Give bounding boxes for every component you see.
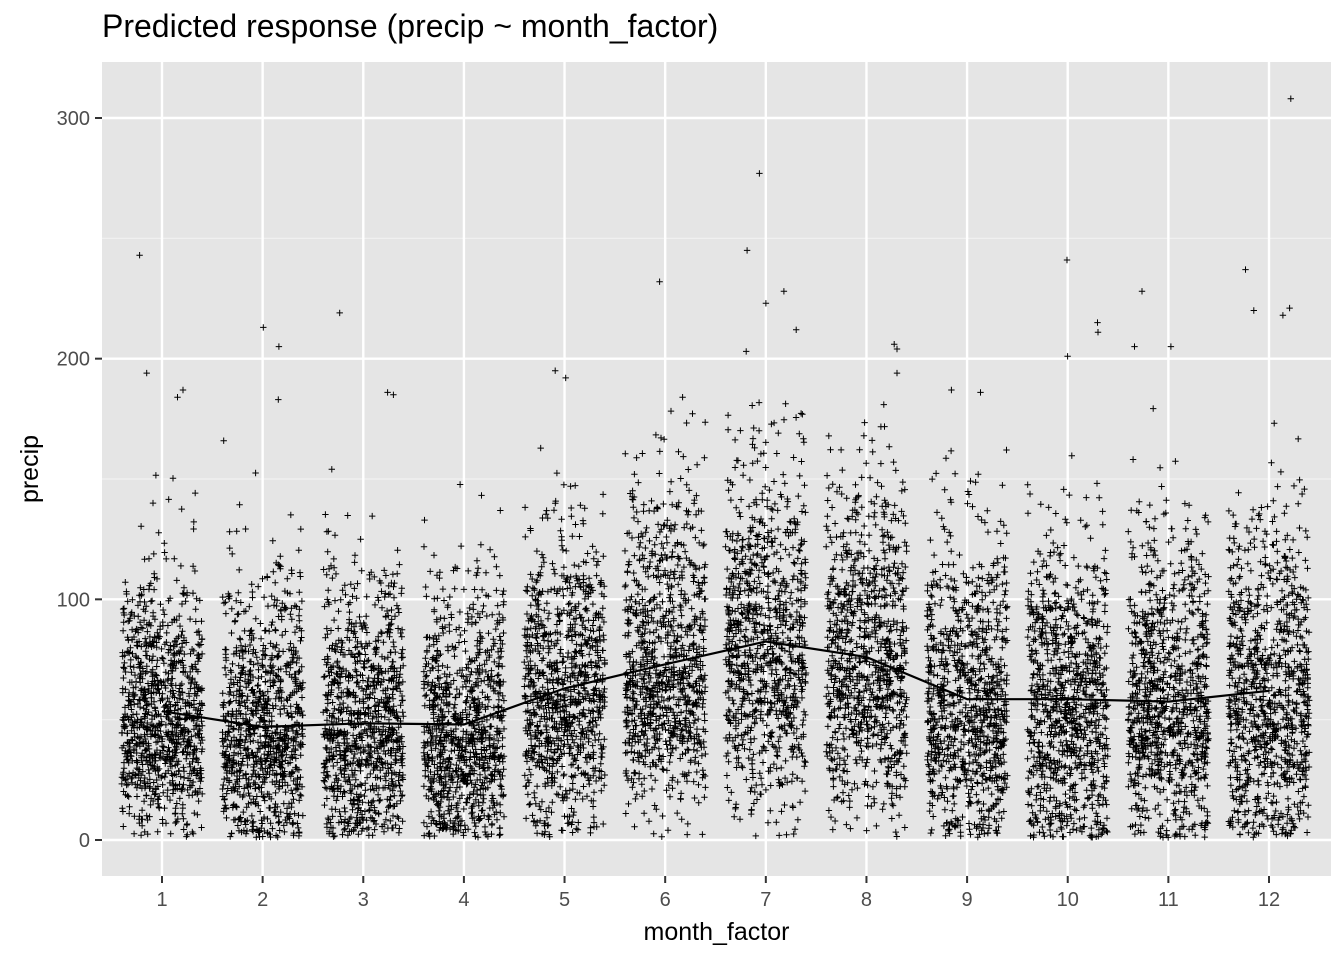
month-points-11 bbox=[1124, 405, 1212, 841]
month-points-6 bbox=[621, 407, 709, 840]
outlier-point bbox=[390, 391, 397, 398]
month-points-1 bbox=[118, 472, 206, 840]
outlier-point bbox=[743, 247, 751, 254]
outlier-point bbox=[893, 345, 901, 353]
outlier-point bbox=[260, 324, 267, 331]
outlier-point bbox=[336, 309, 343, 317]
x-tick-label-7: 7 bbox=[760, 889, 771, 911]
plot-panel bbox=[102, 62, 1331, 876]
outlier-point bbox=[679, 394, 686, 401]
outlier-point bbox=[891, 341, 898, 348]
x-tick-label-9: 9 bbox=[962, 889, 973, 911]
x-tick-label-10: 10 bbox=[1057, 889, 1079, 911]
outlier-point bbox=[1094, 329, 1102, 336]
outlier-point bbox=[275, 396, 282, 403]
outlier-point bbox=[275, 343, 283, 350]
y-axis-title: precip bbox=[16, 435, 44, 503]
month-points-8 bbox=[823, 401, 910, 840]
outlier-point bbox=[762, 300, 770, 307]
outlier-point bbox=[179, 386, 187, 394]
outlier-point bbox=[1138, 288, 1146, 295]
outlier-point bbox=[562, 374, 569, 382]
x-tick-label-1: 1 bbox=[156, 889, 167, 911]
outlier-point bbox=[793, 326, 800, 333]
outlier-point bbox=[1250, 307, 1257, 314]
y-tick-label: 100 bbox=[57, 589, 90, 611]
x-tick-label-4: 4 bbox=[458, 889, 469, 911]
outlier-point bbox=[977, 389, 984, 396]
outlier-point bbox=[1287, 95, 1294, 102]
x-tick-label-2: 2 bbox=[257, 889, 268, 911]
x-tick-label-6: 6 bbox=[660, 889, 671, 911]
outlier-point bbox=[893, 369, 901, 377]
outlier-point bbox=[136, 252, 143, 259]
x-tick-label-11: 11 bbox=[1158, 889, 1179, 911]
outlier-point bbox=[656, 278, 663, 285]
month-points-4 bbox=[420, 481, 508, 841]
axis-ticks bbox=[95, 117, 1270, 883]
x-tick-label-8: 8 bbox=[861, 889, 872, 911]
outlier-point bbox=[948, 386, 955, 394]
outlier-point bbox=[1242, 266, 1249, 273]
outlier-point bbox=[384, 389, 391, 396]
month-points-10 bbox=[1024, 452, 1112, 841]
month-points-9 bbox=[923, 446, 1011, 841]
outlier-point bbox=[1286, 304, 1293, 312]
line-layer bbox=[161, 640, 1270, 729]
outlier-point bbox=[174, 394, 181, 401]
month-points-3 bbox=[320, 466, 407, 840]
outlier-point bbox=[756, 170, 763, 177]
month-points-5 bbox=[521, 444, 608, 840]
outlier-point bbox=[143, 369, 150, 377]
points-layer bbox=[118, 95, 1313, 841]
outlier-point bbox=[743, 348, 750, 355]
x-axis-title: month_factor bbox=[644, 918, 790, 946]
x-tick-label-12: 12 bbox=[1258, 889, 1280, 911]
month-points-2 bbox=[219, 437, 307, 841]
x-tick-label-5: 5 bbox=[559, 889, 570, 911]
x-tick-labels: 1 2 3 4 5 6 7 8 9 10 11 12 bbox=[156, 889, 1280, 911]
outlier-point bbox=[1094, 319, 1101, 326]
prediction-line bbox=[161, 640, 1270, 729]
y-tick-label: 200 bbox=[57, 349, 90, 371]
outlier-point bbox=[1167, 343, 1175, 350]
month-points-7 bbox=[722, 399, 810, 840]
x-tick-label-3: 3 bbox=[358, 889, 369, 911]
y-tick-label: 300 bbox=[57, 108, 90, 130]
outlier-point bbox=[552, 367, 559, 374]
outlier-point bbox=[1064, 353, 1071, 360]
y-tick-label: 0 bbox=[79, 830, 90, 852]
y-tick-labels: 0 100 200 300 bbox=[57, 108, 90, 852]
outlier-point bbox=[1131, 343, 1138, 350]
outlier-point bbox=[1063, 256, 1071, 264]
chart-title: Predicted response (precip ~ month_facto… bbox=[102, 8, 719, 44]
outlier-point bbox=[1279, 312, 1287, 319]
outlier-point bbox=[780, 288, 788, 295]
